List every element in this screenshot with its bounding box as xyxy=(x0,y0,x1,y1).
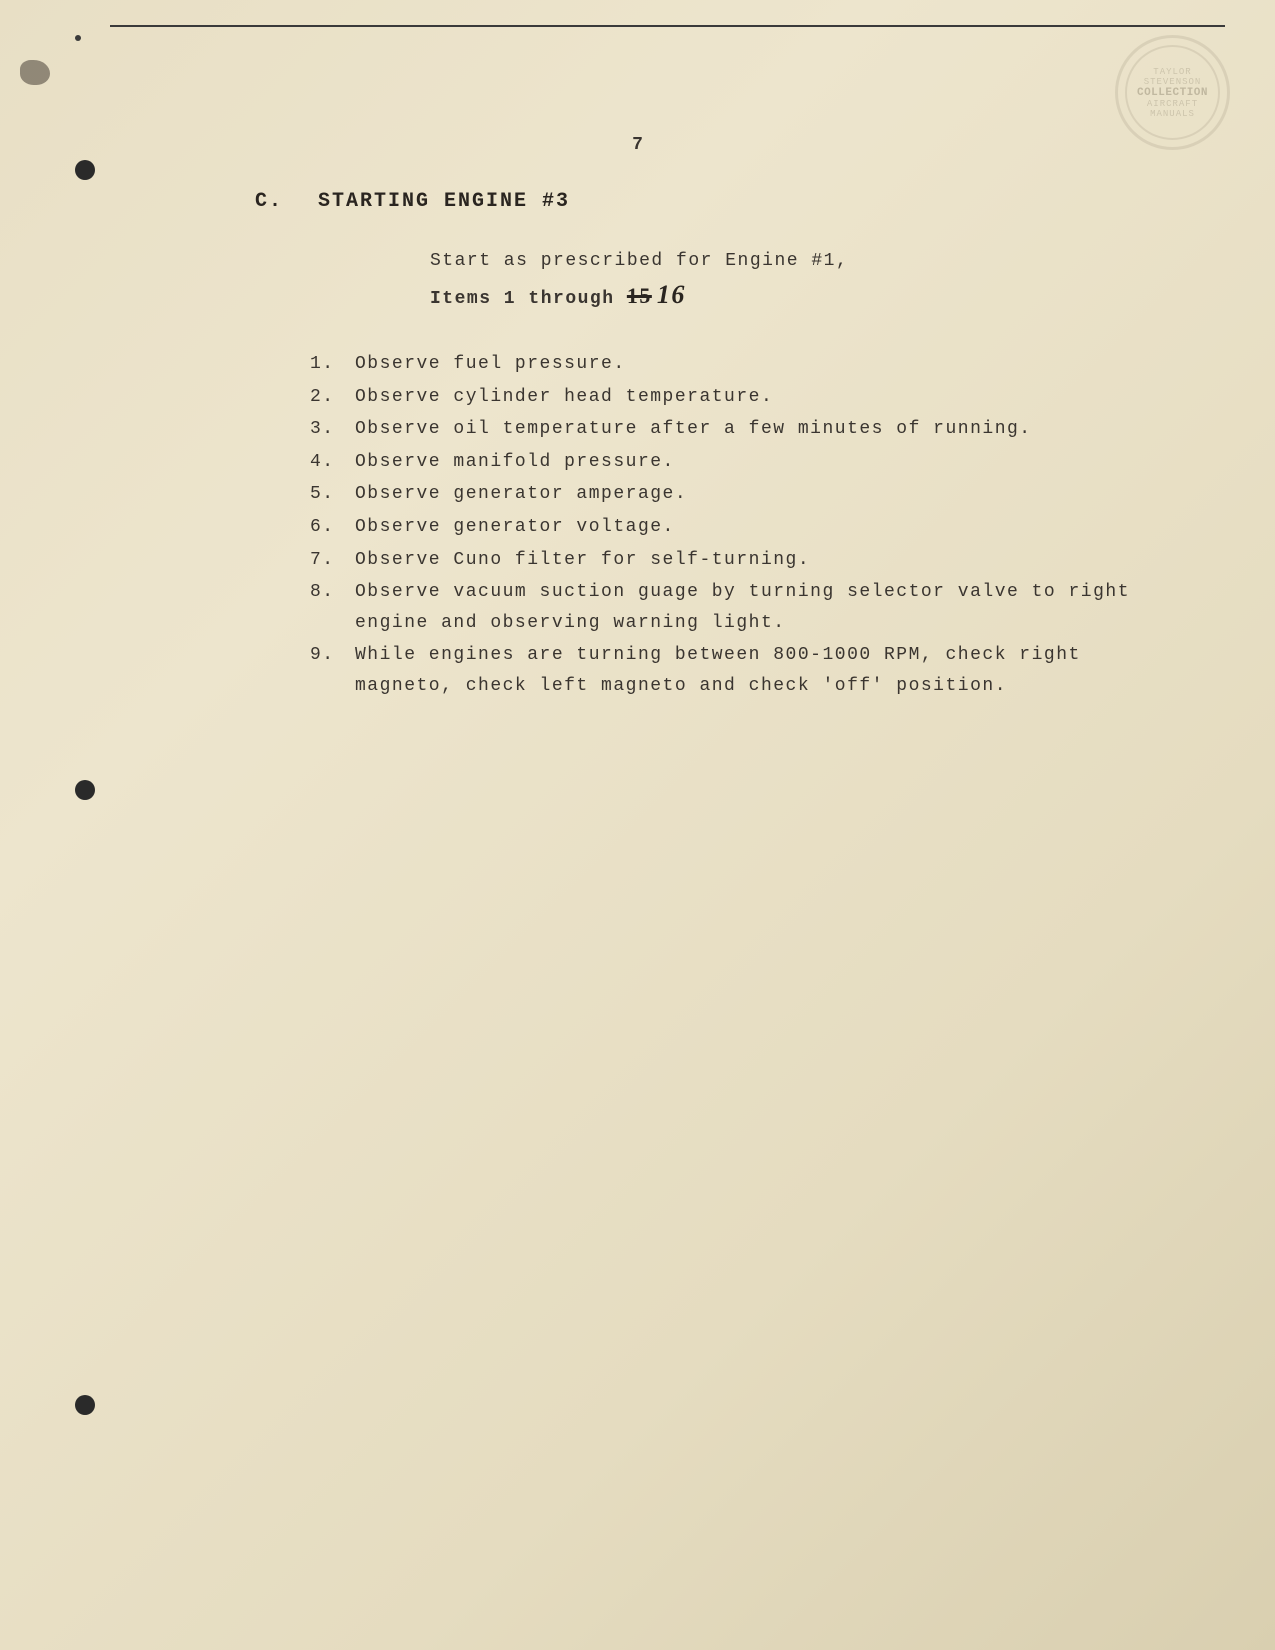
list-text: Observe vacuum suction guage by turning … xyxy=(355,577,1175,638)
list-item: 6. Observe generator voltage. xyxy=(310,512,1175,543)
list-item: 1. Observe fuel pressure. xyxy=(310,349,1175,380)
section-header: C. STARTING ENGINE #3 xyxy=(255,190,1175,213)
list-number: 8. xyxy=(310,577,355,638)
section-letter: C. xyxy=(255,190,283,213)
list-number: 7. xyxy=(310,545,355,576)
watermark-line: STEVENSON xyxy=(1144,77,1202,87)
strikeout-text: 15 xyxy=(627,283,652,308)
list-number: 3. xyxy=(310,414,355,445)
section-title: STARTING ENGINE #3 xyxy=(318,190,570,213)
page-content: C. STARTING ENGINE #3 Start as prescribed… xyxy=(255,190,1175,704)
list-item: 9. While engines are turning between 800… xyxy=(310,640,1175,701)
intro-line-2: Items 1 through 1516 xyxy=(430,275,1175,314)
hole-punch-icon xyxy=(75,780,95,800)
list-number: 4. xyxy=(310,447,355,478)
collection-watermark: TAYLOR STEVENSON COLLECTION AIRCRAFT MAN… xyxy=(1115,35,1230,150)
list-item: 7. Observe Cuno filter for self-turning. xyxy=(310,545,1175,576)
hole-punch-icon xyxy=(75,1395,95,1415)
list-text: Observe Cuno filter for self-turning. xyxy=(355,545,1175,576)
list-text: Observe generator voltage. xyxy=(355,512,1175,543)
watermark-inner-circle: TAYLOR STEVENSON COLLECTION AIRCRAFT MAN… xyxy=(1125,45,1220,140)
list-number: 9. xyxy=(310,640,355,701)
list-text: Observe generator amperage. xyxy=(355,479,1175,510)
list-number: 5. xyxy=(310,479,355,510)
list-item: 4. Observe manifold pressure. xyxy=(310,447,1175,478)
handwritten-correction: 16 xyxy=(657,280,686,309)
list-text: While engines are turning between 800-10… xyxy=(355,640,1175,701)
watermark-line: MANUALS xyxy=(1150,109,1195,119)
paper-mark-dot xyxy=(75,35,81,41)
page-number: 7 xyxy=(632,135,643,155)
list-text: Observe oil temperature after a few minu… xyxy=(355,414,1175,445)
list-number: 6. xyxy=(310,512,355,543)
intro-line-1: Start as prescribed for Engine #1, xyxy=(430,248,1175,275)
hole-punch-icon xyxy=(75,160,95,180)
list-text: Observe fuel pressure. xyxy=(355,349,1175,380)
list-item: 3. Observe oil temperature after a few m… xyxy=(310,414,1175,445)
list-item: 8. Observe vacuum suction guage by turni… xyxy=(310,577,1175,638)
list-item: 5. Observe generator amperage. xyxy=(310,479,1175,510)
paper-smudge xyxy=(20,60,50,85)
watermark-line: COLLECTION xyxy=(1137,87,1208,99)
intro-prefix: Items 1 through xyxy=(430,289,615,309)
intro-text: Start as prescribed for Engine #1, Items… xyxy=(430,248,1175,314)
list-item: 2. Observe cylinder head temperature. xyxy=(310,382,1175,413)
procedure-list: 1. Observe fuel pressure. 2. Observe cyl… xyxy=(310,349,1175,702)
list-text: Observe manifold pressure. xyxy=(355,447,1175,478)
list-number: 2. xyxy=(310,382,355,413)
watermark-line: AIRCRAFT xyxy=(1147,99,1198,109)
watermark-line: TAYLOR xyxy=(1153,67,1191,77)
list-number: 1. xyxy=(310,349,355,380)
list-text: Observe cylinder head temperature. xyxy=(355,382,1175,413)
top-border-line xyxy=(110,25,1225,27)
